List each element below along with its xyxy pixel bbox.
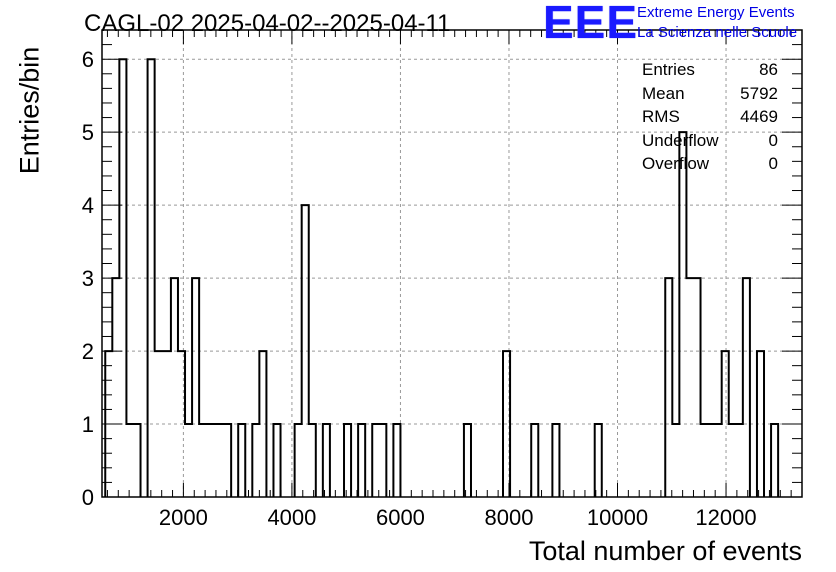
y-tick-label: 4: [82, 193, 94, 218]
stat-row-rms: RMS 4469: [642, 105, 778, 129]
stat-value: 0: [768, 154, 778, 173]
y-tick-label: 0: [82, 485, 94, 510]
stat-label: Entries: [642, 60, 695, 79]
stat-label: RMS: [642, 107, 680, 126]
x-axis-label: Total number of events: [528, 536, 802, 566]
y-tick-label: 5: [82, 120, 94, 145]
histogram-outline: [104, 58, 780, 497]
stats-box: Entries 86 Mean 5792 RMS 4469 Underflow …: [642, 58, 778, 176]
stat-value: 86: [759, 60, 778, 79]
stat-value: 5792: [740, 83, 778, 103]
eee-logo: EEE: [543, 0, 639, 48]
stat-label: Mean: [642, 83, 685, 103]
stat-label: Underflow: [642, 130, 719, 150]
y-tick-label: 6: [82, 47, 94, 72]
x-tick-label: 8000: [485, 505, 534, 530]
histogram-series: [104, 58, 780, 497]
y-tick-label: 3: [82, 266, 94, 291]
stat-row-mean: Mean 5792: [642, 82, 778, 106]
chart-title: CAGL-02 2025-04-02--2025-04-11: [84, 10, 451, 37]
x-tick-label: 2000: [159, 505, 208, 530]
stat-label: Overflow: [642, 154, 710, 173]
axis-ticks: 2000 4000 6000 8000 10000 12000 0 1 2 3 4 5 6: [82, 29, 803, 530]
x-tick-label: 10000: [587, 505, 648, 530]
stat-row-overflow: Overflow 0: [642, 152, 778, 176]
stat-row-entries: Entries 86: [642, 58, 778, 82]
y-axis-label: Entries/bin: [14, 46, 45, 175]
y-tick-label: 2: [82, 339, 94, 364]
y-tick-label: 1: [82, 412, 94, 437]
x-tick-label: 12000: [695, 505, 756, 530]
stat-row-underflow: Underflow 0: [642, 129, 778, 153]
stat-value: 4469: [740, 107, 778, 126]
x-tick-label: 6000: [376, 505, 425, 530]
x-tick-label: 4000: [267, 505, 316, 530]
logo-tagline-1: Extreme Energy Events: [637, 4, 795, 21]
grid-lines: [102, 30, 802, 497]
logo-tagline-2: La Scienza nelle Scuole: [637, 24, 798, 41]
stat-value: 0: [768, 130, 778, 150]
